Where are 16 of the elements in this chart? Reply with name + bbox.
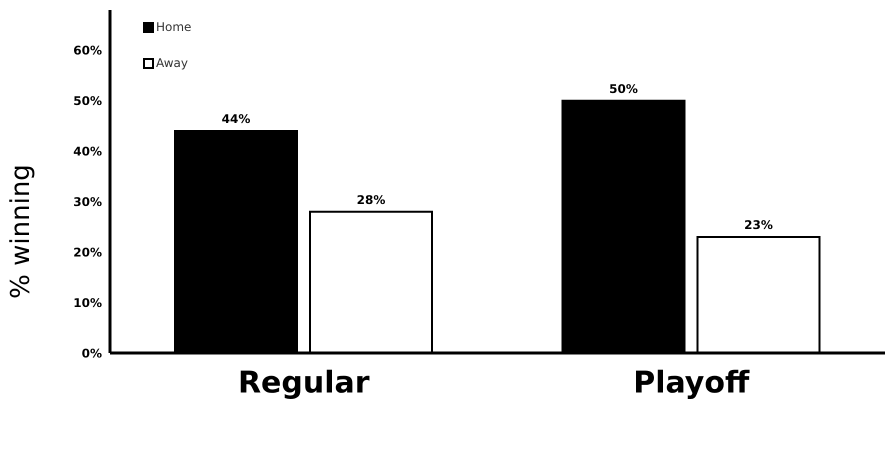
x-tick-label: Regular: [238, 365, 370, 400]
y-tick-label: 60%: [73, 44, 102, 58]
y-tick-label: 0%: [82, 346, 102, 360]
y-tick-label: 50%: [73, 94, 102, 108]
y-tick-label: 20%: [73, 245, 102, 260]
legend-label: Home: [156, 20, 192, 34]
y-axis-title: % winning: [6, 164, 36, 299]
legend-label: Away: [156, 56, 188, 70]
y-tick-label: 10%: [73, 296, 102, 310]
data-label: 28%: [356, 192, 386, 207]
y-tick-label: 40%: [73, 144, 102, 158]
data-label: 23%: [744, 218, 773, 232]
x-tick-label: Playoff: [633, 365, 750, 400]
data-label: 50%: [609, 82, 638, 96]
y-tick-label: 30%: [73, 194, 102, 209]
data-label: 44%: [222, 112, 250, 126]
